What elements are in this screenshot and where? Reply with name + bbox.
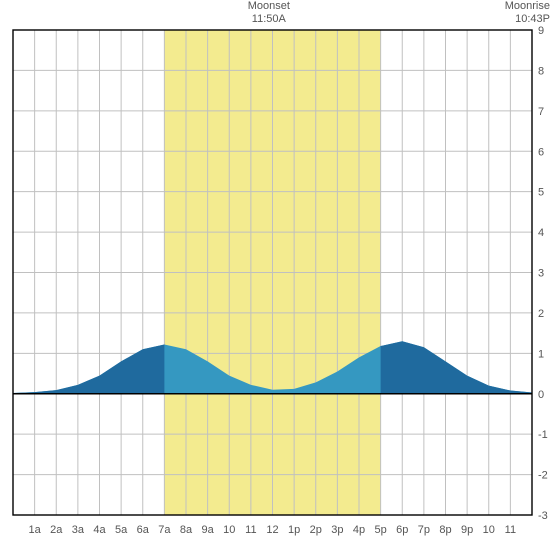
tide-chart: Moonset 11:50A Moonrise 10:43P -3-2-1012…: [0, 0, 550, 550]
x-tick-label: 7p: [418, 524, 430, 536]
y-tick-label: 5: [538, 187, 544, 199]
x-tick-label: 11: [245, 524, 256, 536]
y-tick-label: 6: [538, 146, 544, 158]
moonrise-header: Moonrise 10:43P: [505, 0, 550, 26]
x-tick-label: 8p: [439, 524, 451, 536]
x-tick-label: 3a: [72, 524, 85, 536]
x-tick-label: 6a: [137, 524, 150, 536]
x-tick-label: 9a: [202, 524, 215, 536]
x-tick-label: 10: [223, 524, 235, 536]
x-tick-label: 6p: [396, 524, 408, 536]
y-tick-label: -1: [538, 429, 548, 441]
moonrise-label: Moonrise: [505, 0, 550, 13]
x-tick-label: 11: [505, 524, 516, 536]
x-tick-label: 2p: [310, 524, 322, 536]
moonrise-time: 10:43P: [505, 13, 550, 26]
y-tick-label: 1: [538, 348, 544, 360]
y-tick-label: 9: [538, 25, 544, 37]
y-tick-label: 2: [538, 308, 544, 320]
x-tick-label: 1a: [29, 524, 42, 536]
x-tick-label: 9p: [461, 524, 473, 536]
x-tick-label: 4p: [353, 524, 365, 536]
x-tick-label: 12: [266, 524, 278, 536]
y-tick-label: 4: [538, 227, 544, 239]
y-tick-label: -3: [538, 510, 548, 522]
chart-svg: -3-2-101234567891a2a3a4a5a6a7a8a9a101112…: [0, 0, 550, 550]
x-tick-label: 5a: [115, 524, 128, 536]
x-tick-label: 4a: [93, 524, 106, 536]
moonset-header: Moonset 11:50A: [239, 0, 299, 26]
y-tick-label: 8: [538, 65, 544, 77]
x-tick-label: 5p: [375, 524, 387, 536]
x-tick-label: 1p: [288, 524, 300, 536]
x-tick-label: 8a: [180, 524, 193, 536]
y-tick-label: 3: [538, 268, 544, 280]
x-tick-label: 10: [483, 524, 495, 536]
x-tick-label: 7a: [158, 524, 171, 536]
x-tick-label: 3p: [331, 524, 343, 536]
y-tick-label: -2: [538, 470, 548, 482]
moonset-time: 11:50A: [239, 13, 299, 26]
y-tick-label: 0: [538, 389, 544, 401]
y-tick-label: 7: [538, 106, 544, 118]
x-tick-label: 2a: [50, 524, 63, 536]
moonset-label: Moonset: [239, 0, 299, 13]
